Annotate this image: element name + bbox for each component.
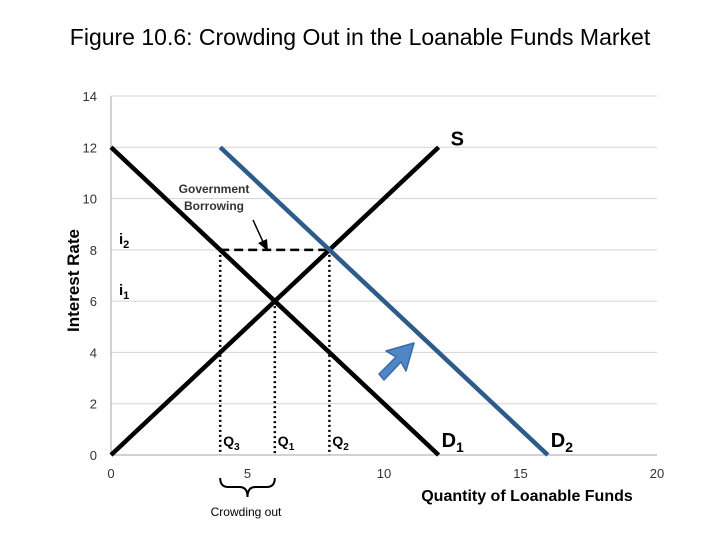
curve-label-d2: D2	[551, 430, 573, 455]
chart-title: Figure 10.6: Crowding Out in the Loanabl…	[69, 24, 651, 50]
x-tick-label-5: 5	[244, 466, 251, 481]
x-tick-label-15: 15	[513, 466, 527, 481]
rate-label-i1: i1	[119, 282, 129, 302]
y-tick-label-0: 0	[90, 448, 97, 463]
y-tick-label-8: 8	[90, 243, 97, 258]
tick-labels: 0 2 4 6 8 10 12 14 0 5 10 15 20 Interest Rate Quantity…	[64, 89, 664, 505]
axes	[110, 96, 657, 456]
government-borrowing-pointer	[252, 219, 265, 245]
x-tick-label-0: 0	[107, 466, 114, 481]
demand-shift-arrow-icon	[378, 342, 415, 381]
curve-label-d1: D1	[442, 430, 464, 455]
annotations: Government Borrowing Crowding out	[179, 182, 415, 519]
crowding-out-brace	[219, 477, 276, 498]
y-tick-label-2: 2	[90, 397, 97, 412]
y-axis-label: Interest Rate	[64, 229, 83, 332]
x-tick-label-10: 10	[377, 466, 391, 481]
curve-labels: S D1 D2 i2 i1 Q3 Q1 Q2	[119, 128, 573, 455]
y-tick-label-10: 10	[83, 192, 97, 207]
y-tick-label-14: 14	[83, 89, 97, 104]
government-borrowing-label-line2: Borrowing	[184, 199, 244, 213]
y-tick-label-12: 12	[83, 140, 97, 155]
guide-lines	[218, 248, 331, 455]
government-borrowing-arrowhead	[258, 239, 268, 251]
quantity-label-q1: Q1	[278, 433, 295, 453]
grid-lines	[111, 95, 657, 405]
curve-d1	[109, 145, 441, 457]
x-axis-label: Quantity of Loanable Funds	[421, 488, 633, 505]
government-borrowing-label-line1: Government	[179, 182, 250, 196]
y-tick-label-6: 6	[90, 294, 97, 309]
x-tick-label-20: 20	[650, 466, 664, 481]
rate-label-i2: i2	[119, 231, 129, 251]
quantity-label-q2: Q2	[332, 433, 349, 453]
curve-d2	[218, 145, 550, 457]
crowding-out-label: Crowding out	[211, 505, 282, 519]
curves	[109, 145, 550, 457]
curve-label-s: S	[451, 128, 464, 150]
y-tick-label-4: 4	[90, 345, 97, 360]
quantity-label-q3: Q3	[223, 433, 240, 453]
